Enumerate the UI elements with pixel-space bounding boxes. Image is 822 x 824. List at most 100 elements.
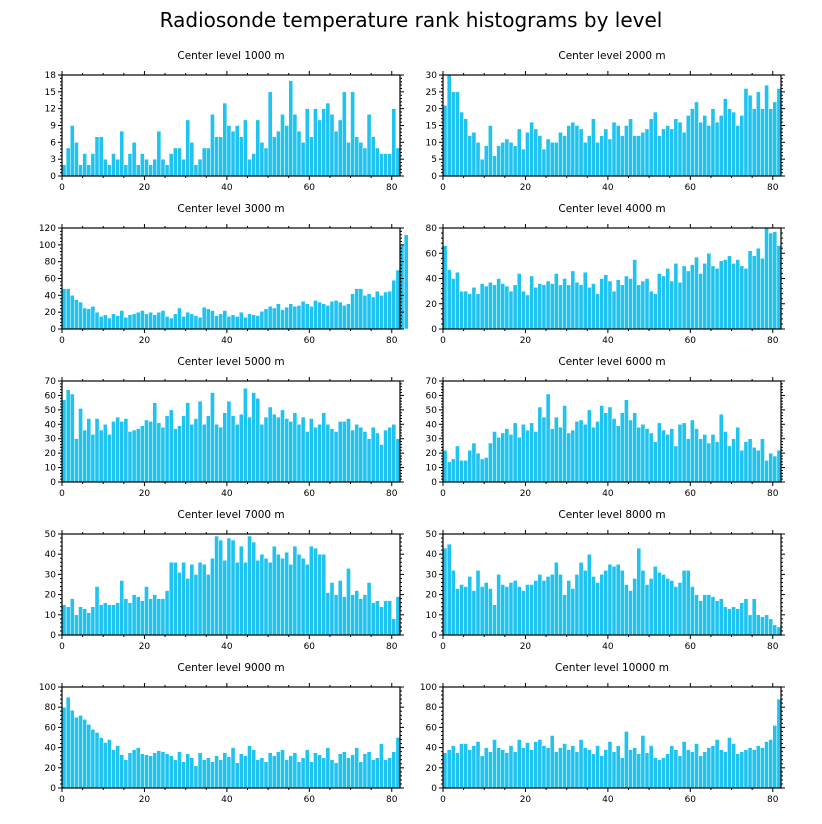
bar (193, 315, 199, 330)
bar (537, 406, 543, 483)
bar (698, 755, 703, 789)
y-tick-label: 0 (431, 325, 437, 335)
x-tick-label: 60 (304, 795, 316, 805)
bar (661, 275, 666, 330)
bar (86, 308, 92, 330)
y-tick-label: 10 (426, 138, 438, 148)
bar (463, 290, 468, 330)
bar (661, 128, 666, 177)
bar (309, 306, 314, 330)
bar (140, 753, 145, 789)
y-tick-label: 20 (45, 591, 57, 601)
bar (168, 562, 174, 636)
bar (168, 755, 174, 789)
bar (591, 576, 596, 636)
y-tick-label: 100 (39, 683, 56, 693)
bar (379, 444, 384, 483)
bar (259, 757, 265, 789)
bar (280, 749, 285, 789)
bar (632, 747, 637, 789)
bar (619, 757, 625, 789)
bar (160, 158, 166, 177)
bar (144, 419, 149, 483)
bar (168, 153, 174, 177)
bar (218, 136, 224, 177)
bar (102, 602, 108, 636)
bar (358, 598, 364, 636)
bar (197, 316, 203, 330)
bar (259, 553, 265, 636)
bar (640, 424, 646, 483)
bar (292, 545, 298, 636)
bar (516, 128, 522, 177)
x-tick-label: 60 (685, 642, 697, 652)
bar (238, 413, 244, 483)
bar (496, 278, 501, 330)
bar (587, 135, 592, 177)
y-tick-label: 30 (426, 570, 438, 580)
bar (685, 115, 691, 177)
panel-title: Center level 9000 m (177, 662, 284, 674)
bar (554, 416, 559, 483)
bar (346, 142, 351, 177)
bar (463, 586, 468, 636)
bar (723, 98, 728, 177)
panel-title: Center level 10000 m (555, 662, 669, 674)
bar (69, 393, 75, 483)
bar (628, 590, 633, 636)
bar (115, 416, 120, 483)
bar (665, 578, 670, 636)
bar (123, 316, 129, 330)
bar (603, 570, 609, 636)
bar (558, 426, 563, 483)
y-tick-label: 70 (45, 377, 57, 387)
bar (90, 729, 96, 789)
bar (300, 416, 306, 483)
bar (292, 306, 298, 330)
bar (756, 91, 761, 177)
bar (61, 604, 67, 636)
bar (446, 269, 452, 330)
bar (342, 305, 347, 330)
bar (119, 754, 125, 789)
bar (358, 288, 364, 330)
bar (350, 91, 355, 177)
bar (636, 753, 642, 789)
panel-2: Center level 2000 m 0 5 10 15 20 25 30 0 20 40 60 80 (426, 50, 785, 193)
bar (702, 434, 708, 483)
x-tick-label: 80 (767, 336, 779, 346)
bar (210, 392, 215, 483)
bar (152, 752, 158, 789)
bar (263, 416, 269, 483)
bar (337, 580, 343, 636)
bar (280, 309, 285, 330)
bar (284, 551, 289, 636)
bar (574, 125, 580, 177)
bar (479, 158, 485, 177)
bar (86, 418, 92, 483)
y-tick-label: 40 (45, 420, 57, 430)
bar (483, 582, 489, 636)
bar (549, 574, 555, 636)
bar (739, 115, 745, 177)
bar (391, 751, 397, 789)
bar (504, 138, 510, 177)
bar (189, 757, 195, 789)
bar (727, 255, 732, 330)
bar (529, 121, 534, 177)
bar (731, 438, 736, 483)
bar (644, 278, 650, 330)
bar (304, 749, 310, 789)
bar (603, 274, 609, 330)
bar (251, 541, 256, 636)
bar (652, 566, 658, 636)
bar (582, 570, 588, 636)
bar (181, 316, 186, 330)
bar (648, 118, 654, 177)
bar (661, 429, 666, 483)
bar (706, 594, 712, 636)
x-tick-label: 20 (139, 489, 151, 499)
bar (127, 602, 133, 636)
bar (760, 258, 765, 330)
bar (160, 426, 166, 483)
